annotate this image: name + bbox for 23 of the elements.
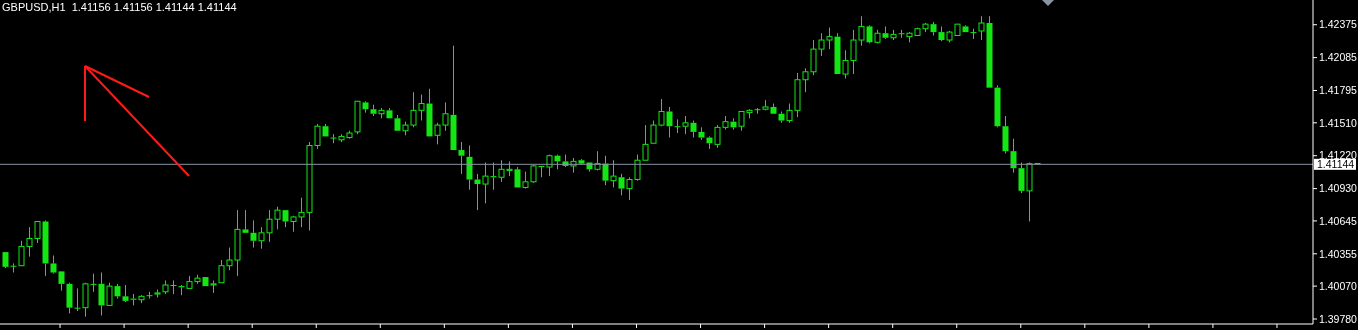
- candlestick: [114, 283, 121, 300]
- candlestick: [698, 126, 705, 141]
- candlestick: [994, 84, 1001, 127]
- candlestick: [690, 120, 697, 139]
- candlestick: [1010, 138, 1017, 174]
- candlestick: [362, 102, 369, 114]
- y-tick-label: 1.40070: [1319, 279, 1358, 292]
- y-tick-label: 1.42085: [1319, 51, 1358, 64]
- y-tick-label: 1.41795: [1319, 84, 1358, 97]
- candlestick: [42, 221, 49, 277]
- y-tick-label: 1.39780: [1319, 312, 1358, 325]
- candlestick: [458, 141, 465, 175]
- y-tick-label: 1.40645: [1319, 214, 1358, 227]
- candlestick: [146, 291, 153, 300]
- chart-title: GBPUSD,H1 1.41156 1.41156 1.41144 1.41144: [2, 1, 237, 13]
- y-tick-label: 1.41510: [1319, 116, 1358, 129]
- y-tick-label: 1.40355: [1319, 247, 1358, 260]
- y-tick-label: 1.40930: [1319, 182, 1358, 195]
- candlestick: [930, 21, 937, 36]
- y-tick-label: 1.42375: [1319, 18, 1358, 31]
- candlestick: [1002, 115, 1009, 154]
- candlestick: [122, 284, 129, 301]
- candlestick: [466, 145, 473, 191]
